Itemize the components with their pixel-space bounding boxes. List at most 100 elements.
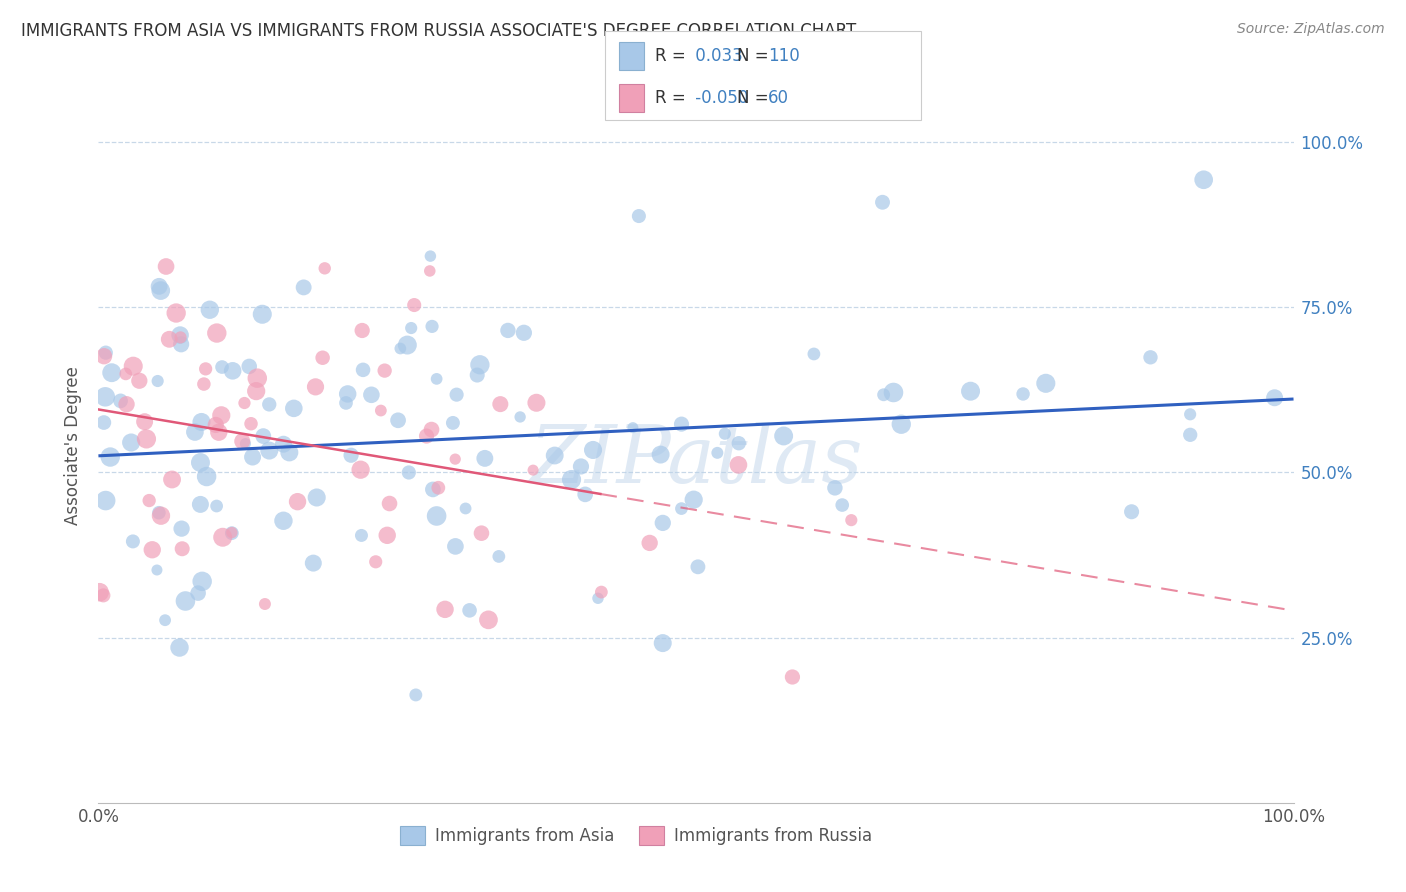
- Point: [468, 358, 491, 372]
- Point: [872, 388, 894, 402]
- Point: [378, 496, 401, 510]
- Point: [1035, 376, 1057, 391]
- Point: [389, 342, 412, 356]
- Point: [477, 613, 499, 627]
- Point: [211, 530, 233, 544]
- Point: [93, 588, 115, 602]
- Point: [273, 437, 295, 451]
- Point: [671, 501, 693, 516]
- Point: [141, 542, 163, 557]
- Text: -0.050: -0.050: [690, 89, 749, 107]
- Point: [444, 452, 467, 467]
- Point: [496, 323, 519, 337]
- Point: [574, 487, 596, 501]
- Point: [292, 280, 315, 294]
- Point: [470, 526, 492, 541]
- Point: [128, 374, 150, 388]
- Point: [314, 261, 336, 276]
- Point: [273, 514, 295, 528]
- Point: [190, 497, 212, 511]
- Text: N =: N =: [737, 89, 773, 107]
- Point: [157, 332, 180, 346]
- Point: [627, 209, 650, 223]
- Point: [671, 417, 693, 431]
- Point: [134, 415, 156, 429]
- Point: [146, 374, 169, 388]
- Point: [405, 688, 427, 702]
- Point: [586, 591, 609, 606]
- Point: [426, 372, 449, 386]
- Point: [242, 450, 264, 464]
- Point: [302, 556, 325, 570]
- Point: [305, 491, 328, 505]
- Point: [651, 636, 673, 650]
- Point: [465, 368, 488, 382]
- Point: [187, 586, 209, 600]
- Point: [1178, 407, 1201, 421]
- Point: [122, 534, 145, 549]
- Point: [727, 436, 749, 450]
- Point: [569, 459, 592, 474]
- Point: [488, 549, 510, 564]
- Point: [231, 434, 253, 449]
- Point: [831, 498, 853, 512]
- Point: [404, 298, 426, 312]
- Point: [110, 393, 132, 408]
- Point: [686, 559, 709, 574]
- Point: [100, 366, 122, 380]
- Point: [446, 387, 468, 401]
- Point: [174, 594, 197, 608]
- Point: [98, 450, 121, 464]
- Point: [195, 469, 218, 483]
- Point: [115, 397, 138, 411]
- Point: [153, 613, 176, 627]
- Point: [240, 417, 263, 431]
- Point: [172, 541, 194, 556]
- Point: [374, 363, 396, 377]
- Point: [208, 425, 231, 440]
- Point: [190, 415, 212, 429]
- Point: [169, 640, 191, 655]
- Point: [352, 363, 374, 377]
- Point: [205, 326, 228, 340]
- Point: [1121, 505, 1143, 519]
- Point: [458, 603, 481, 617]
- Point: [148, 506, 170, 520]
- Point: [426, 508, 449, 523]
- Point: [509, 409, 531, 424]
- Point: [513, 326, 536, 340]
- Point: [890, 417, 912, 432]
- Point: [198, 302, 221, 317]
- Point: [204, 417, 226, 432]
- Point: [170, 522, 193, 536]
- Point: [194, 362, 217, 376]
- Point: [138, 493, 160, 508]
- Point: [304, 380, 326, 394]
- Point: [336, 387, 359, 401]
- Point: [1012, 387, 1035, 401]
- Y-axis label: Associate's Degree: Associate's Degree: [65, 367, 83, 525]
- Point: [191, 574, 214, 589]
- Point: [193, 377, 215, 392]
- Point: [582, 442, 605, 457]
- Point: [169, 328, 191, 343]
- Point: [169, 330, 191, 344]
- Point: [221, 364, 243, 378]
- Point: [375, 528, 398, 542]
- Point: [94, 345, 117, 359]
- Point: [621, 420, 644, 434]
- Point: [349, 463, 371, 477]
- Point: [370, 403, 392, 417]
- Point: [419, 249, 441, 263]
- Point: [93, 349, 115, 363]
- Point: [650, 448, 672, 462]
- Point: [544, 449, 567, 463]
- Text: 60: 60: [768, 89, 789, 107]
- Point: [350, 528, 373, 542]
- Point: [184, 425, 207, 439]
- Point: [278, 445, 301, 459]
- Point: [454, 501, 477, 516]
- Text: 110: 110: [768, 47, 800, 65]
- Text: Source: ZipAtlas.com: Source: ZipAtlas.com: [1237, 22, 1385, 37]
- Point: [591, 585, 613, 599]
